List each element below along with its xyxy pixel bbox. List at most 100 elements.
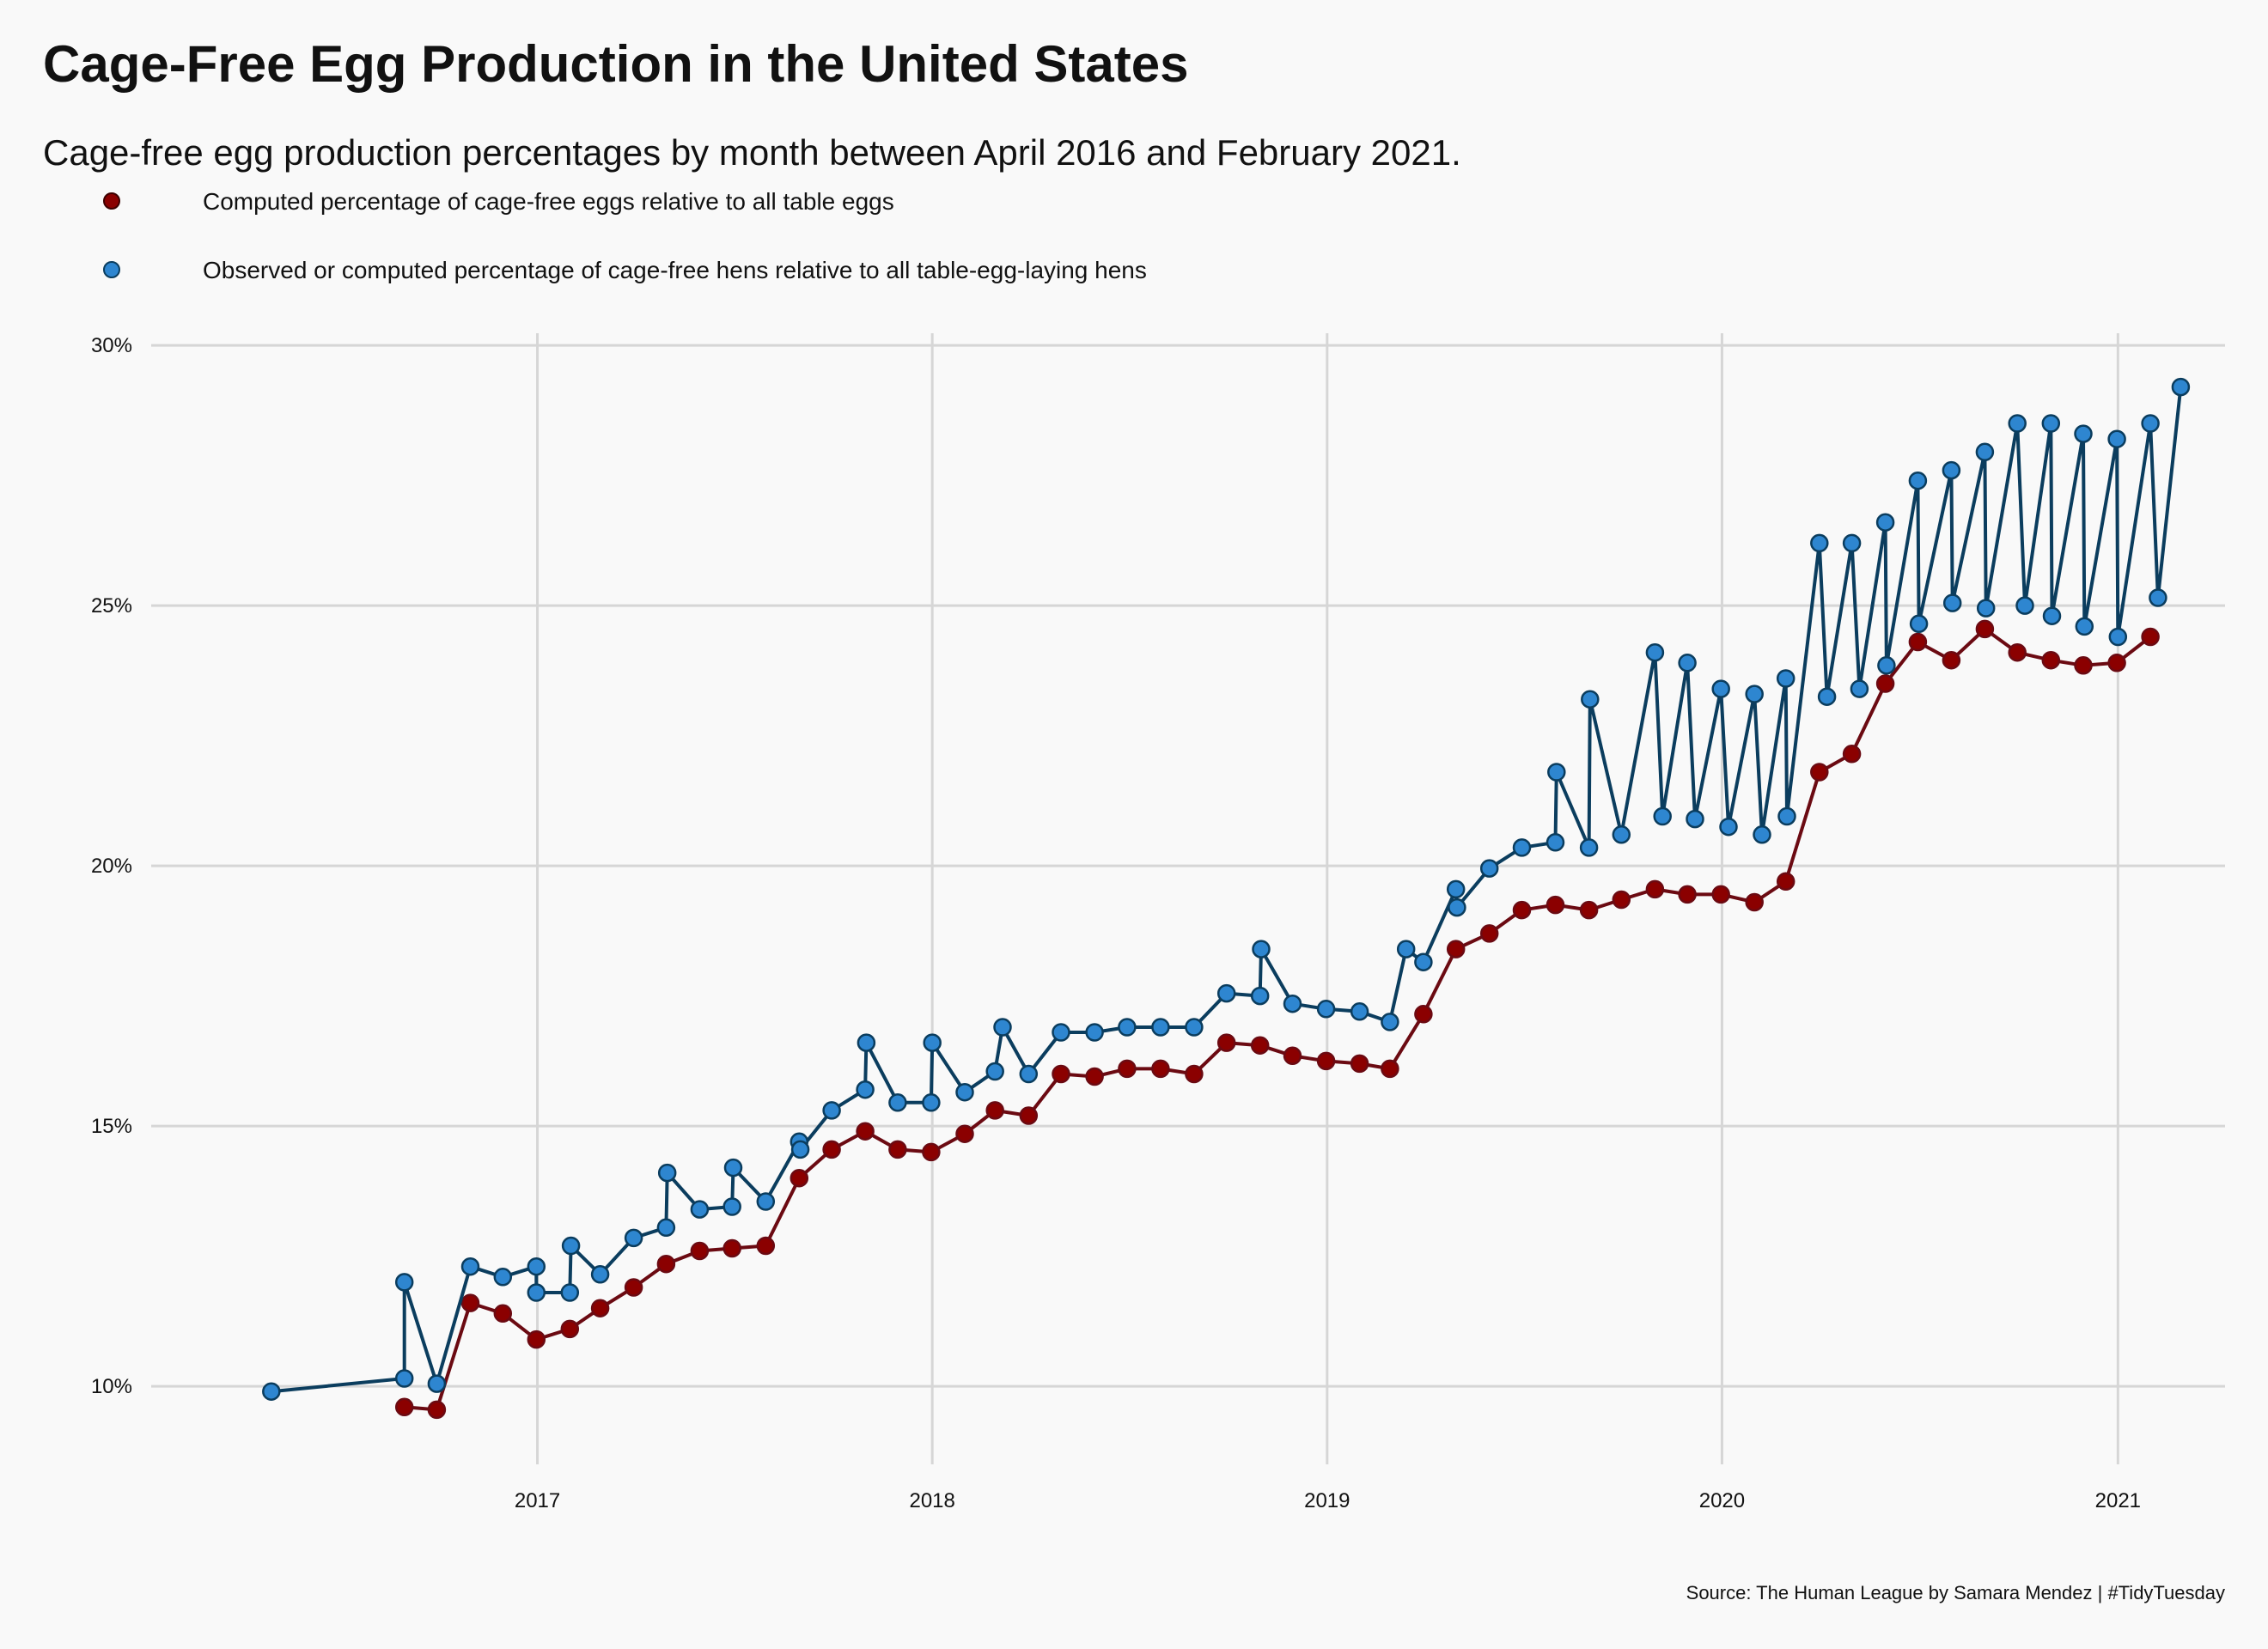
data-point (1975, 442, 1995, 462)
data-point (1446, 940, 1466, 958)
data-point (1151, 1059, 1170, 1079)
data-point (2008, 414, 2027, 433)
data-point (1479, 924, 1499, 943)
y-tick-label: 20% (91, 855, 132, 878)
data-point (262, 1382, 281, 1401)
legend-item-hens: Observed or computed percentage of cage-… (103, 257, 1147, 283)
data-point (1942, 650, 1961, 670)
data-point (1512, 838, 1532, 857)
y-tick-label: 15% (91, 1115, 132, 1138)
data-point (1216, 1033, 1236, 1052)
data-point (1817, 687, 1837, 706)
legend-label-eggs: Computed percentage of cage-free eggs re… (203, 188, 894, 215)
data-point (1581, 690, 1600, 709)
data-point (1776, 872, 1796, 891)
series-line (404, 627, 2152, 1412)
data-point (1019, 1106, 1039, 1125)
data-point (427, 1374, 447, 1393)
data-point (985, 1062, 1004, 1081)
data-point (590, 1299, 610, 1317)
data-point (624, 1228, 643, 1248)
data-point (1776, 669, 1796, 688)
data-point (1085, 1023, 1104, 1042)
x-tick-label: 2017 (515, 1489, 560, 1512)
data-point (2107, 429, 2126, 448)
data-point (723, 1158, 743, 1177)
data-point (1942, 593, 1962, 612)
data-point (1686, 809, 1704, 829)
data-point (1446, 879, 1466, 899)
data-point (2008, 642, 2027, 662)
series-line (271, 386, 2183, 1394)
data-point (2041, 414, 2061, 433)
data-point (527, 1257, 546, 1276)
x-tick-label: 2021 (2095, 1489, 2141, 1512)
data-point (2141, 414, 2160, 433)
data-point (624, 1278, 643, 1297)
data-point (1678, 654, 1697, 672)
data-point (690, 1241, 710, 1261)
data-point (2041, 650, 2061, 670)
data-point (1711, 679, 1730, 698)
legend-label-hens: Observed or computed percentage of cage-… (203, 257, 1147, 283)
data-point (888, 1093, 907, 1112)
data-point (493, 1304, 513, 1323)
data-point (1512, 900, 1532, 920)
data-point (427, 1400, 447, 1420)
data-point (1396, 940, 1416, 958)
data-point (1085, 1067, 1104, 1086)
data-point (1350, 1002, 1369, 1021)
data-point (1645, 879, 1665, 899)
data-point (561, 1236, 581, 1256)
data-point (1908, 632, 1928, 652)
data-point (2042, 606, 2062, 625)
data-point (1479, 859, 1499, 878)
data-point (590, 1265, 610, 1284)
data-point (1810, 763, 1829, 782)
chart-caption: Source: The Human League by Samara Mende… (1686, 1582, 2225, 1603)
data-point (2074, 656, 2093, 675)
data-point (560, 1283, 580, 1302)
axes: 10% 15% 20% 25% 30% 2017 2018 2019 2020 2021 (91, 334, 2141, 1512)
data-point (1850, 679, 1869, 698)
grid (151, 333, 2225, 1464)
x-tick-label: 2018 (909, 1489, 954, 1512)
data-point (656, 1254, 676, 1274)
data-point (722, 1197, 741, 1216)
data-point (856, 1080, 875, 1099)
data-point (1151, 1018, 1170, 1037)
x-tick-label: 2020 (1699, 1489, 1745, 1512)
data-point (690, 1200, 710, 1219)
data-point (1381, 1013, 1399, 1031)
chart-subtitle: Cage-free egg production percentages by … (43, 132, 1461, 173)
data-point (1185, 1064, 1204, 1084)
data-point (1283, 994, 1302, 1013)
data-point (1753, 825, 1771, 844)
y-tick-label: 25% (91, 594, 132, 618)
data-point (2149, 588, 2167, 607)
data-point (2074, 424, 2093, 443)
data-point (955, 1124, 974, 1143)
data-point (857, 1033, 876, 1052)
data-point (394, 1369, 414, 1388)
data-point (955, 1082, 974, 1102)
data-point (1250, 986, 1270, 1006)
data-point (2107, 654, 2126, 672)
data-point (2171, 377, 2191, 397)
data-point (1877, 656, 1896, 675)
series-0 (394, 619, 2160, 1420)
data-point (394, 1273, 414, 1292)
data-point (1653, 806, 1672, 826)
y-tick-label: 30% (91, 334, 132, 357)
data-point (1052, 1064, 1070, 1084)
legend-marker-hens (103, 261, 120, 278)
data-point (1414, 1005, 1433, 1024)
data-point (856, 1122, 875, 1141)
data-point (657, 1163, 677, 1183)
data-point (2015, 596, 2034, 615)
data-point (1719, 817, 1738, 837)
data-point (756, 1236, 776, 1256)
data-point (527, 1330, 546, 1349)
data-point (822, 1101, 841, 1120)
